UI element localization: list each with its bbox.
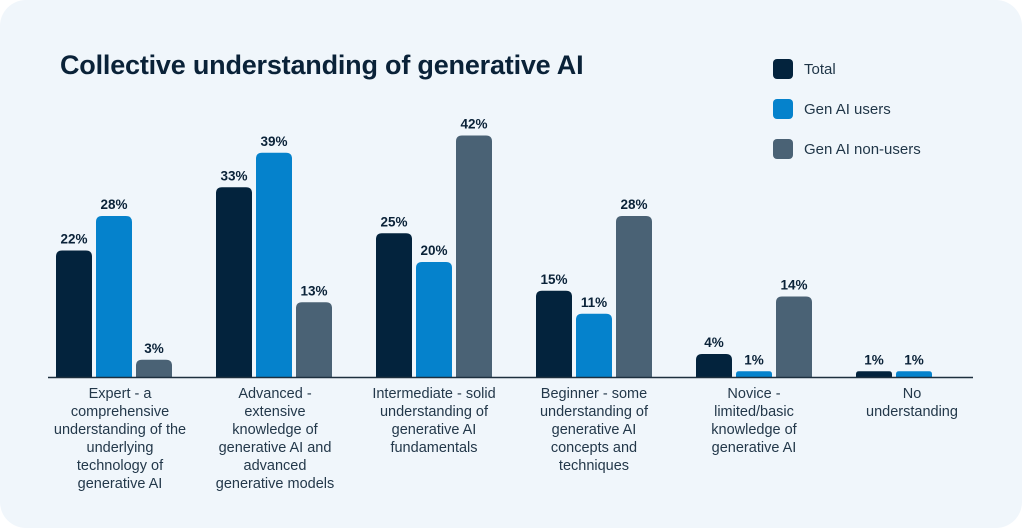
category-label: Novice -limited/basic knowledge of generat… (711, 386, 797, 456)
category-label: Advanced -extensive knowledge of generativ… (216, 386, 335, 492)
legend-swatch-total (773, 59, 793, 79)
legend-label-gen-ai-users: Gen AI users (804, 100, 891, 118)
data-label: 28% (620, 197, 647, 212)
data-label: 20% (420, 243, 447, 258)
bar-total-2 (376, 233, 412, 377)
data-label: 15% (540, 272, 567, 287)
bar-gen-ai-users-3 (576, 313, 612, 377)
bar-gen-ai-non-users-4 (776, 296, 812, 377)
chart-title: Collective understanding of generative A… (60, 50, 584, 80)
bar-gen-ai-users-0 (96, 216, 132, 377)
data-label: 1% (864, 352, 884, 367)
data-label: 22% (60, 232, 87, 247)
legend-item-gen-ai-users: Gen AI users (773, 98, 921, 120)
data-label: 25% (380, 214, 407, 229)
category-label: Expert - a comprehensive understanding of … (54, 386, 186, 492)
category-label: Intermediate - solid understanding of gene… (372, 386, 495, 456)
data-label: 1% (744, 352, 764, 367)
data-label: 11% (581, 295, 607, 310)
legend-label-gen-ai-non-users: Gen AI non-users (804, 140, 921, 158)
bar-gen-ai-users-2 (416, 262, 452, 377)
bar-gen-ai-non-users-0 (136, 359, 172, 377)
bar-gen-ai-users-1 (256, 152, 292, 377)
data-label: 39% (260, 134, 287, 149)
data-label: 33% (220, 168, 247, 183)
data-label: 14% (780, 278, 807, 293)
bar-gen-ai-users-4 (736, 371, 772, 377)
category-label: No understanding (866, 386, 958, 420)
data-label: 4% (704, 335, 724, 350)
bar-gen-ai-non-users-1 (296, 302, 332, 377)
bar-gen-ai-users-5 (896, 371, 932, 377)
bar-total-4 (696, 354, 732, 377)
data-label: 1% (904, 352, 924, 367)
bar-total-1 (216, 187, 252, 377)
legend-item-total: Total (773, 58, 921, 80)
data-label: 28% (100, 197, 127, 212)
category-label: Beginner - some understanding of generativ… (540, 386, 649, 474)
data-label: 42% (460, 117, 487, 132)
bar-total-0 (56, 250, 92, 377)
bar-gen-ai-non-users-3 (616, 216, 652, 377)
bar-total-3 (536, 290, 572, 377)
legend: Total Gen AI users Gen AI non-users (773, 58, 921, 178)
legend-label-total: Total (804, 60, 836, 78)
legend-swatch-gen-ai-non-users (773, 139, 793, 159)
bar-total-5 (856, 371, 892, 377)
data-label: 3% (144, 341, 164, 356)
bar-gen-ai-non-users-2 (456, 135, 492, 377)
data-label: 13% (300, 283, 327, 298)
legend-swatch-gen-ai-users (773, 99, 793, 119)
legend-item-gen-ai-non-users: Gen AI non-users (773, 138, 921, 160)
